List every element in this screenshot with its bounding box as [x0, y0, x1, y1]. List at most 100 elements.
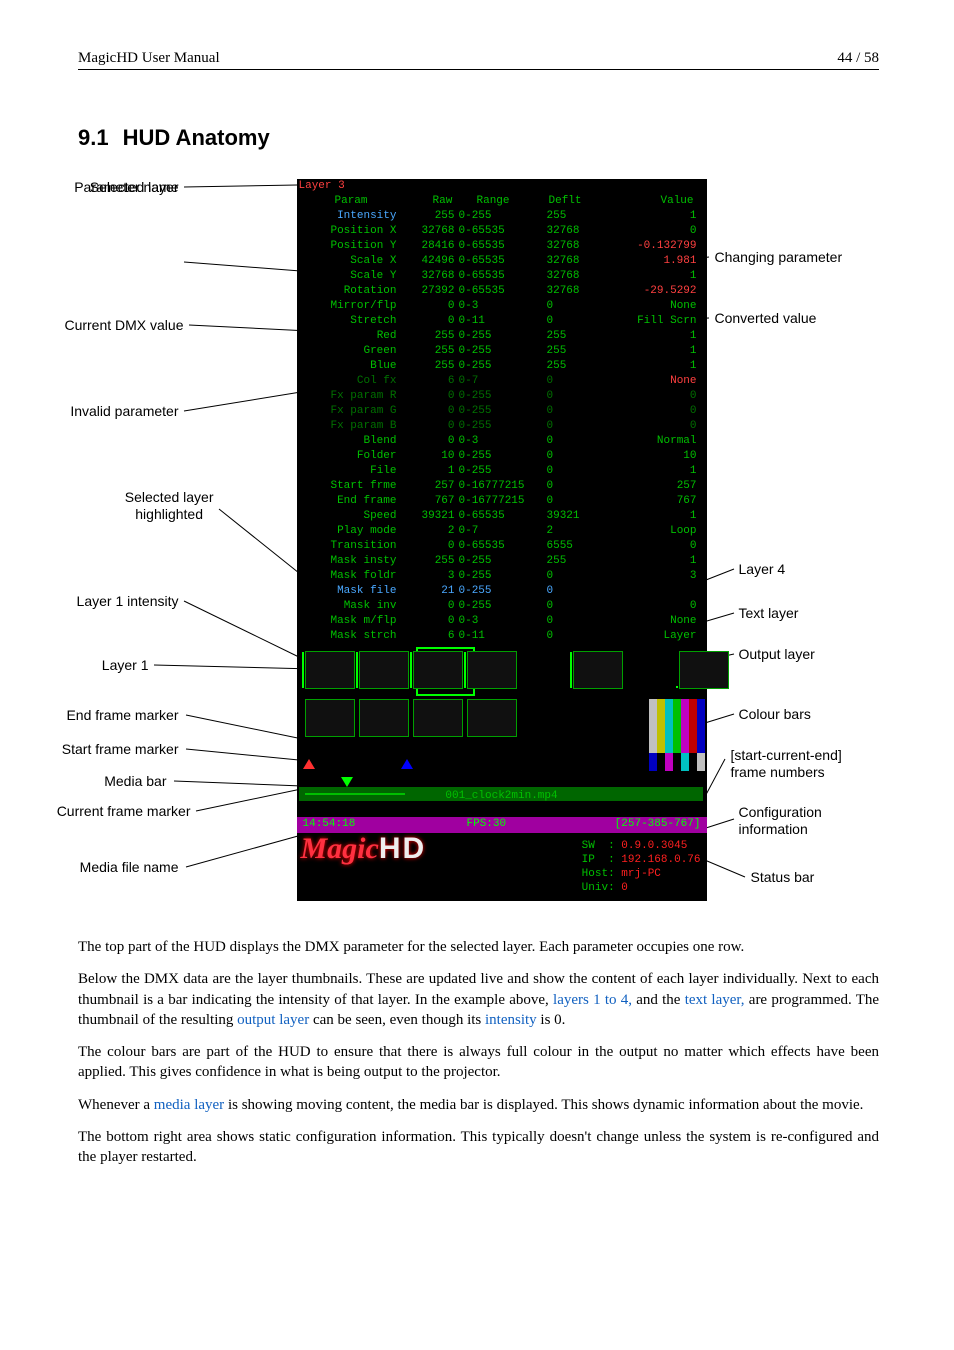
- hud-row: Mask insty2550-2552551: [297, 554, 707, 569]
- hud-row: Red2550-2552551: [297, 329, 707, 344]
- label-layer4: Layer 4: [739, 561, 786, 578]
- hud-row: Stretch00-110Fill Scrn: [297, 314, 707, 329]
- hud-row: Blend00-30Normal: [297, 434, 707, 449]
- page-counter: 44 / 58: [837, 50, 879, 67]
- label-invalid-parameter: Invalid parameter: [70, 403, 178, 420]
- current-frame-marker-icon: [341, 777, 353, 787]
- hud-table-body: Intensity2550-2552551Position X327680-65…: [297, 209, 707, 644]
- label-status-bar: Status bar: [751, 869, 815, 886]
- hud-row: Green2550-2552551: [297, 344, 707, 359]
- status-bar: 14:54:18 FPS:30 [257-385-767]: [297, 817, 707, 833]
- link-intensity[interactable]: intensity: [485, 1012, 537, 1028]
- thumbnail-layer-7: [413, 699, 463, 737]
- link-layers-1-to-4[interactable]: layers 1 to 4,: [553, 992, 632, 1008]
- paragraph-1: The top part of the HUD displays the DMX…: [78, 937, 879, 957]
- hud-row: Mirror/flp00-30None: [297, 299, 707, 314]
- hud-row: Mask strch60-110Layer: [297, 629, 707, 644]
- thumbnail-layer-8: [467, 699, 517, 737]
- hud-screenshot: Layer 3 Param Raw Range Deflt Value Inte…: [297, 179, 707, 901]
- label-end-frame-marker: End frame marker: [66, 707, 178, 724]
- hud-row: Mask m/flp00-30None: [297, 614, 707, 629]
- hdr-deflt: Deflt: [549, 194, 582, 209]
- hud-row: End frame7670-167772150767: [297, 494, 707, 509]
- thumbnail-layer-2: [359, 651, 409, 689]
- label-layer1-intensity: Layer 1 intensity: [77, 593, 179, 610]
- logo: MagicHD: [301, 841, 511, 893]
- hdr-raw: Raw: [433, 194, 453, 209]
- hud-anatomy-figure: Selected layer Parameter name Current DM…: [79, 179, 879, 919]
- section-number: 9.1: [78, 125, 109, 150]
- label-changing-parameter: Changing parameter: [715, 249, 843, 266]
- link-media-layer[interactable]: media layer: [154, 1097, 224, 1113]
- label-start-current-end: [start-current-end] frame numbers: [731, 747, 842, 781]
- section-heading: 9.1 HUD Anatomy: [78, 125, 879, 151]
- link-text-layer[interactable]: text layer,: [685, 992, 745, 1008]
- media-file-name: 001_clock2min.mp4: [297, 789, 707, 804]
- hud-row: Mask file210-2550: [297, 584, 707, 599]
- page-header: MagicHD User Manual 44 / 58: [78, 50, 879, 70]
- logo-brand: Magic: [301, 832, 379, 865]
- hud-row: Fx param B00-25500: [297, 419, 707, 434]
- thumbnail-layer-3: [413, 651, 463, 689]
- hud-row: Folder100-255010: [297, 449, 707, 464]
- label-parameter-name: Parameter name: [74, 179, 178, 196]
- label-media-bar: Media bar: [104, 773, 166, 790]
- hud-row: Position X327680-65535327680: [297, 224, 707, 239]
- cfg-host-label: Host:: [582, 868, 615, 880]
- thumbnail-row-1: [305, 651, 729, 689]
- status-fps: FPS:30: [467, 817, 507, 832]
- thumbnail-row-2: [305, 699, 517, 737]
- hud-row: Position Y284160-6553532768-0.132799: [297, 239, 707, 254]
- label-media-file-name: Media file name: [80, 859, 179, 876]
- hud-row: Start frme2570-167772150257: [297, 479, 707, 494]
- thumbnail-text-layer: [573, 651, 623, 689]
- label-layer1: Layer 1: [102, 657, 149, 674]
- cfg-ip-label: IP: [582, 854, 595, 866]
- cfg-ip: 192.168.0.76: [621, 854, 700, 866]
- hud-row: Col fx60-70None: [297, 374, 707, 389]
- hdr-param: Param: [335, 194, 368, 209]
- cfg-host: mrj-PC: [621, 868, 661, 880]
- hud-row: Mask foldr30-25503: [297, 569, 707, 584]
- thumbnail-layer-4: [467, 651, 517, 689]
- label-current-dmx: Current DMX value: [64, 317, 183, 334]
- hdr-value: Value: [661, 194, 694, 209]
- hud-row: Blue2550-2552551: [297, 359, 707, 374]
- hud-layer-title: Layer 3: [299, 179, 345, 194]
- start-frame-marker-icon: [303, 759, 315, 769]
- link-output-layer[interactable]: output layer: [237, 1012, 309, 1028]
- hud-row: Scale Y327680-65535327681: [297, 269, 707, 284]
- label-start-frame-marker: Start frame marker: [62, 741, 179, 758]
- label-converted-value: Converted value: [715, 310, 817, 327]
- media-bar-markers: [299, 757, 703, 769]
- cfg-univ: 0: [621, 882, 628, 894]
- hud-row: Intensity2550-2552551: [297, 209, 707, 224]
- paragraph-3: The colour bars are part of the HUD to e…: [78, 1042, 879, 1083]
- hud-row: Scale X424960-65535327681.981: [297, 254, 707, 269]
- hud-row: Fx param G00-25500: [297, 404, 707, 419]
- paragraph-2: Below the DMX data are the layer thumbna…: [78, 969, 879, 1030]
- cfg-sw-label: SW: [582, 840, 595, 852]
- thumbnail-layer-5: [305, 699, 355, 737]
- paragraph-5: The bottom right area shows static confi…: [78, 1127, 879, 1168]
- hud-row: Speed393210-65535393211: [297, 509, 707, 524]
- logo-suffix: HD: [379, 832, 426, 865]
- doc-title: MagicHD User Manual: [78, 50, 220, 67]
- thumbnail-output-layer: [679, 651, 729, 689]
- label-colour-bars: Colour bars: [739, 706, 811, 723]
- cfg-univ-label: Univ:: [582, 882, 615, 894]
- cfg-sw: 0.9.0.3045: [621, 840, 687, 852]
- configuration-info: SW : 0.9.0.3045 IP : 192.168.0.76 Host: …: [582, 839, 701, 895]
- hud-row: Transition00-6553565550: [297, 539, 707, 554]
- thumbnail-layer-1: [305, 651, 355, 689]
- end-frame-marker-icon: [401, 759, 413, 769]
- hud-row: Play mode20-72Loop: [297, 524, 707, 539]
- section-title: HUD Anatomy: [123, 125, 270, 150]
- thumbnail-layer-6: [359, 699, 409, 737]
- hdr-range: Range: [477, 194, 510, 209]
- hud-row: Rotation273920-6553532768-29.5292: [297, 284, 707, 299]
- label-text-layer: Text layer: [739, 605, 799, 622]
- label-configuration-info: Configuration information: [739, 804, 822, 838]
- label-current-frame-marker: Current frame marker: [57, 803, 191, 820]
- status-frames: [257-385-767]: [615, 817, 701, 832]
